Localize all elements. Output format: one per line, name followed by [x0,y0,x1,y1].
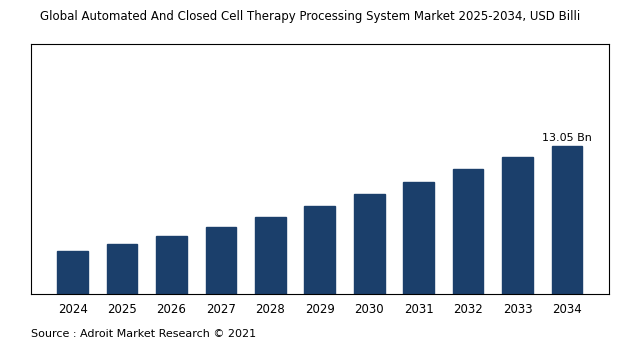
Bar [156,236,187,294]
Bar [255,217,286,294]
Bar [107,244,137,294]
Text: Global Automated And Closed Cell Therapy Processing System Market 2025-2034, USD: Global Automated And Closed Cell Therapy… [40,10,581,23]
Bar [551,146,582,294]
Text: 13.05 Bn: 13.05 Bn [542,133,592,143]
Bar [502,157,533,294]
Bar [354,194,384,294]
Bar [206,227,236,294]
Bar [453,169,484,294]
Bar [304,206,335,294]
Bar [57,251,88,294]
Bar [404,182,434,294]
Text: Source : Adroit Market Research © 2021: Source : Adroit Market Research © 2021 [31,329,256,339]
